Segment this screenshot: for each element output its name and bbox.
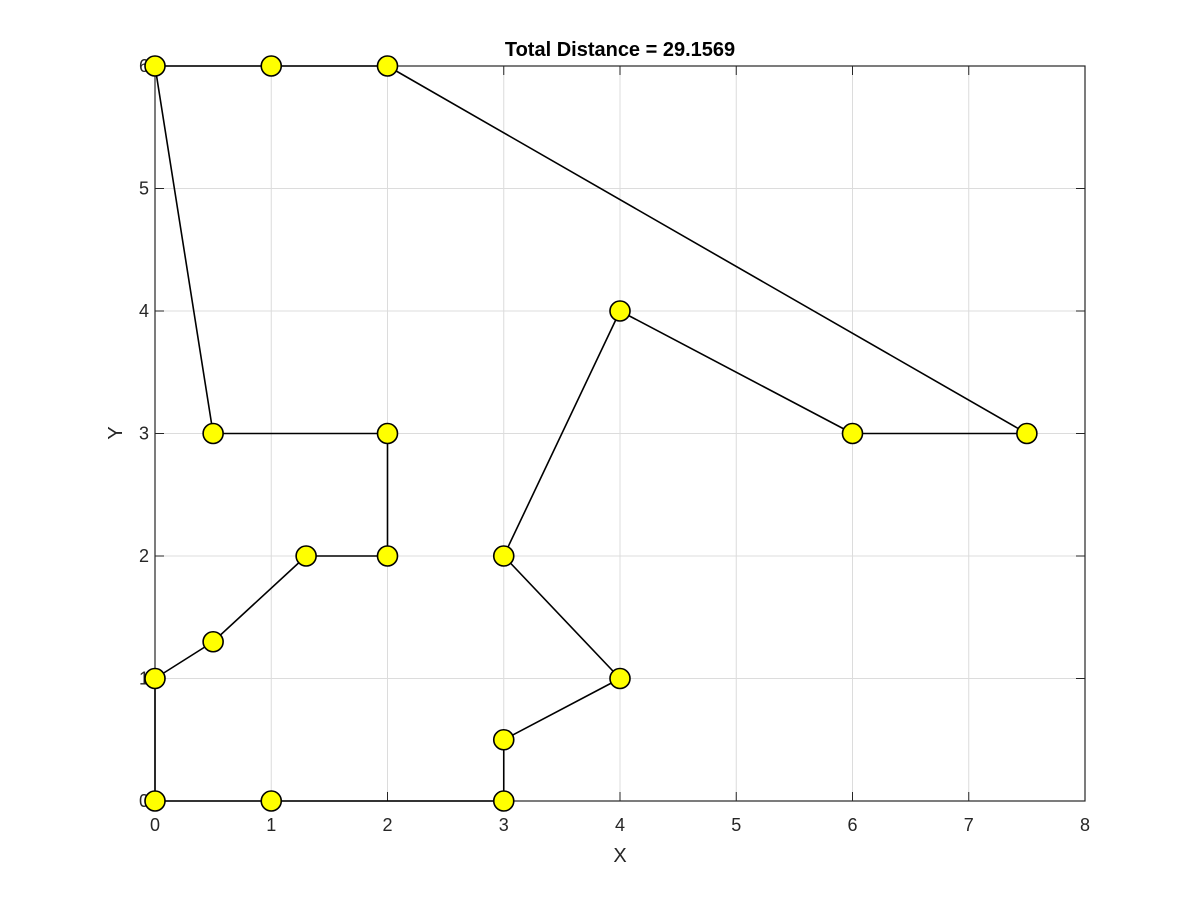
city-marker: [260, 790, 283, 812]
x-tick-label: 1: [266, 815, 276, 835]
axis-ticks: 0 1 2 3 4 5 6 7 8 0 1 2 3 4 5 6: [139, 56, 1090, 835]
y-axis-label: Y: [105, 426, 127, 439]
x-tick-label: 3: [499, 815, 509, 835]
city-marker: [609, 300, 631, 322]
city-marker: [841, 422, 864, 445]
city-marker: [376, 422, 399, 445]
city-marker: [376, 545, 399, 567]
y-tick-label: 1: [139, 669, 149, 689]
city-marker: [295, 545, 317, 567]
city-marker: [144, 790, 166, 812]
y-tick-label: 6: [139, 56, 149, 76]
y-tick-label: 5: [139, 179, 149, 199]
city-marker: [202, 422, 224, 445]
x-tick-label: 6: [847, 815, 857, 835]
y-tick-label: 4: [139, 301, 149, 321]
y-tick-label: 0: [139, 791, 149, 811]
x-tick-label: 2: [382, 815, 392, 835]
city-marker: [609, 667, 631, 690]
y-tick-label: 3: [139, 424, 149, 444]
city-marker: [492, 728, 515, 751]
x-tick-label: 0: [150, 815, 160, 835]
city-marker: [492, 545, 515, 567]
city-marker: [260, 55, 283, 77]
chart-title: Total Distance = 29.1569: [505, 39, 735, 61]
city-marker: [376, 55, 399, 77]
city-marker: [202, 630, 224, 653]
city-marker: [144, 55, 166, 77]
x-tick-label: 8: [1080, 815, 1090, 835]
city-marker: [492, 790, 515, 812]
city-markers: [144, 55, 1038, 812]
city-marker: [1016, 422, 1038, 445]
x-axis-label: X: [613, 845, 626, 867]
y-tick-label: 2: [139, 546, 149, 566]
x-tick-label: 5: [731, 815, 741, 835]
x-tick-label: 4: [615, 815, 625, 835]
city-marker: [144, 667, 166, 690]
x-tick-label: 7: [964, 815, 974, 835]
